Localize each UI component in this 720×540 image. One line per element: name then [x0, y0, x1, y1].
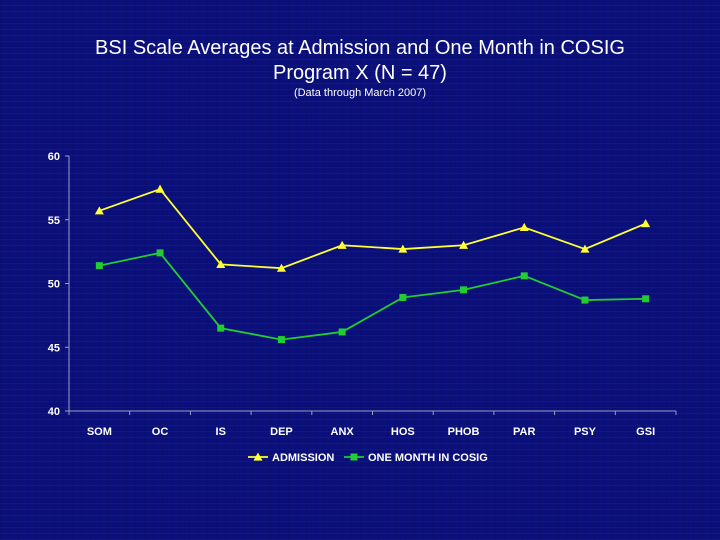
- legend-label: ADMISSION: [272, 452, 334, 464]
- chart-legend: ADMISSION ONE MONTH IN COSIG: [248, 452, 488, 464]
- series-admission: [94, 184, 651, 272]
- data-point: [581, 296, 589, 304]
- legend-marker: [350, 453, 358, 461]
- data-point: [95, 262, 103, 270]
- x-axis-ticks: SOM OC IS DEP ANX HOS PHOB PAR PSY GSI: [68, 411, 677, 438]
- x-tick-label: IS: [216, 426, 226, 438]
- x-tick-label: PAR: [513, 426, 535, 438]
- chart-title: BSI Scale Averages at Admission and One …: [0, 36, 720, 86]
- x-tick-label: GSI: [636, 426, 655, 438]
- data-point: [519, 222, 529, 231]
- chart-title-line1: BSI Scale Averages at Admission and One …: [95, 37, 625, 59]
- x-tick-label: SOM: [87, 426, 112, 438]
- series-line: [99, 188, 646, 270]
- chart-series: [94, 184, 651, 344]
- x-tick-label: PSY: [574, 426, 597, 438]
- y-tick-label: 50: [48, 279, 60, 291]
- data-point: [277, 336, 285, 344]
- data-point: [398, 244, 408, 253]
- y-tick-label: 45: [48, 342, 60, 354]
- data-point: [155, 184, 165, 193]
- data-point: [580, 244, 590, 253]
- chart-subtitle: (Data through March 2007): [293, 87, 427, 99]
- x-tick-label: DEP: [270, 426, 293, 438]
- data-point: [337, 240, 347, 249]
- x-tick-label: ANX: [331, 426, 355, 438]
- data-point: [156, 249, 164, 257]
- y-tick-label: 60: [48, 151, 60, 163]
- data-point: [216, 259, 226, 268]
- y-axis-ticks: 40 45 50 55 60: [48, 151, 69, 418]
- legend-marker: [253, 452, 263, 461]
- chart-title-line2: Program X (N = 47): [273, 62, 447, 84]
- chart-axes: [68, 156, 676, 412]
- data-point: [338, 328, 346, 336]
- x-tick-label: PHOB: [448, 426, 480, 438]
- series-line: [99, 251, 646, 341]
- legend-label: ONE MONTH IN COSIG: [368, 452, 488, 464]
- y-tick-label: 55: [48, 215, 60, 227]
- data-point: [276, 263, 286, 272]
- x-tick-label: HOS: [391, 426, 415, 438]
- data-point: [459, 240, 469, 249]
- series-one-month: [95, 249, 650, 344]
- data-point: [94, 206, 104, 215]
- data-point: [217, 324, 225, 332]
- data-point: [641, 219, 651, 228]
- y-tick-label: 40: [48, 406, 60, 418]
- data-point: [460, 286, 468, 294]
- x-tick-label: OC: [152, 426, 169, 438]
- data-point: [399, 294, 407, 302]
- data-point: [642, 295, 650, 303]
- data-point: [520, 272, 528, 280]
